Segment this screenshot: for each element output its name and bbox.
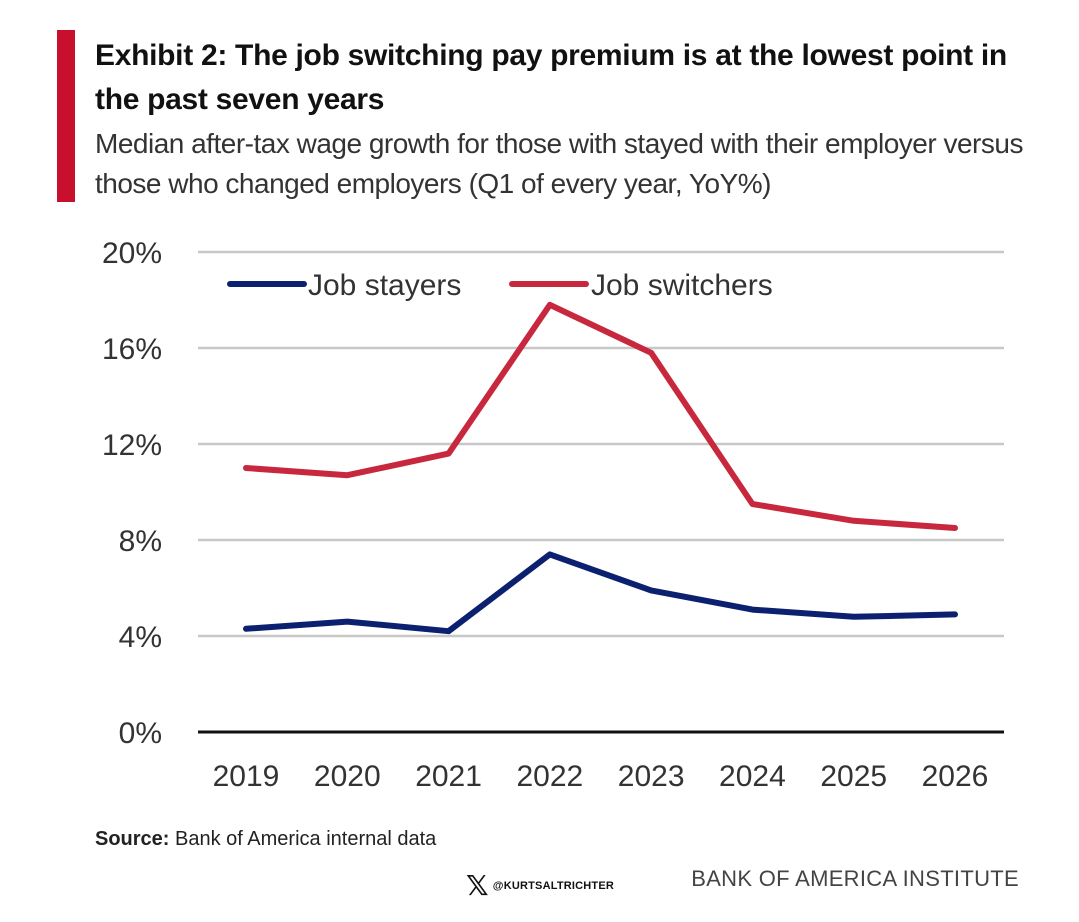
x-tick-label: 2020 <box>314 760 381 793</box>
legend-label: Job switchers <box>591 269 773 302</box>
series-line-job-switchers <box>243 301 958 531</box>
handle-text: @KURTSALTRICHTER <box>492 880 615 892</box>
brand-name: BANK OF AMERICA INSTITUTE <box>691 866 1019 891</box>
x-tick-label: 2026 <box>922 760 989 793</box>
legend-label: Job stayers <box>308 269 461 302</box>
x-tick-label: 2019 <box>213 760 280 793</box>
x-tick-label: 2024 <box>719 760 786 793</box>
x-tick-label: 2022 <box>516 760 583 793</box>
source-text: Bank of America internal data <box>175 828 437 850</box>
y-tick-label: 20% <box>102 237 162 270</box>
chart-title: Exhibit 2: The job switching pay premium… <box>95 39 1007 116</box>
y-tick-label: 0% <box>119 717 162 750</box>
y-tick-label: 8% <box>119 525 162 558</box>
accent-bar <box>57 30 75 202</box>
x-logo-icon: 𝕏 <box>466 869 489 902</box>
x-tick-label: 2025 <box>820 760 887 793</box>
source-note: Source: Bank of America internal data <box>95 828 436 851</box>
source-label: Source: <box>95 828 170 850</box>
line-chart: 0% 4% 8% 12% 16% 20% 2019 2020 2021 2022 2023 2024 2… <box>102 237 1004 793</box>
x-tick-label: 2021 <box>415 760 482 793</box>
y-tick-label: 16% <box>102 333 162 366</box>
y-tick-label: 12% <box>102 429 162 462</box>
series-line-job-stayers <box>243 551 958 635</box>
chart-subtitle: Median after-tax wage growth for those w… <box>95 128 1023 199</box>
social-handle: 𝕏 @KURTSALTRICHTER <box>466 872 614 900</box>
x-tick-label: 2023 <box>618 760 685 793</box>
y-tick-label: 4% <box>119 621 162 654</box>
